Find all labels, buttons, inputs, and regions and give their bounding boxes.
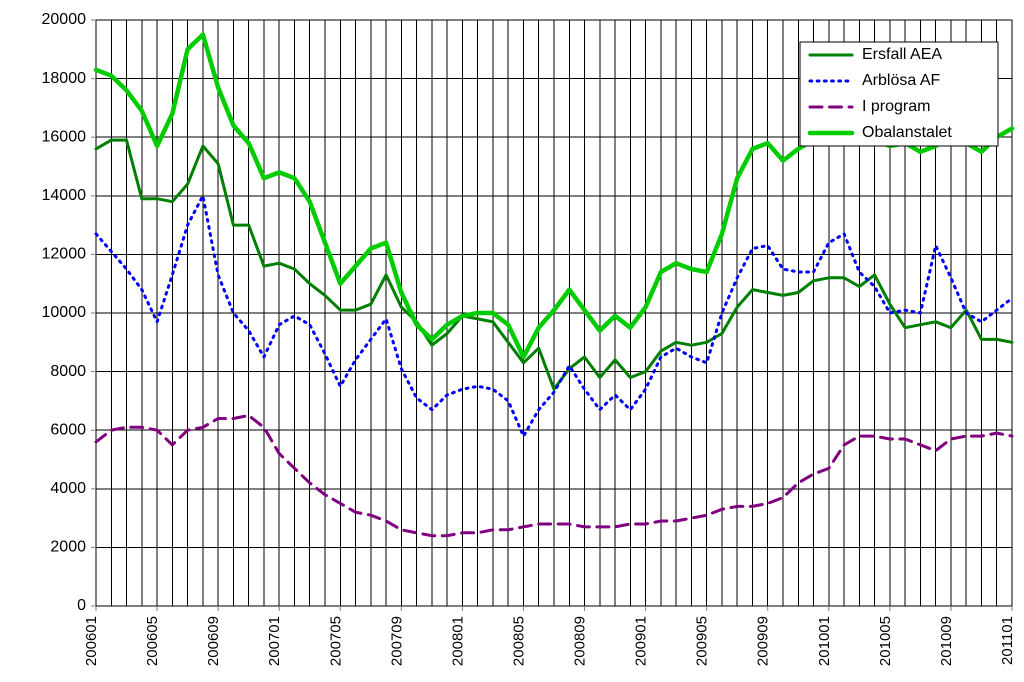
chart-svg: 0 2000 4000 6000 8000 10000 12000 14000 16000 180… xyxy=(0,0,1024,682)
x-tick-label: 200701 xyxy=(266,616,283,666)
y-tick-label: 0 xyxy=(77,597,86,614)
y-tick-label: 10000 xyxy=(42,304,87,321)
y-tick-label: 16000 xyxy=(42,128,87,145)
legend-label: Obalanstalet xyxy=(862,124,952,141)
y-tick-label: 14000 xyxy=(42,187,87,204)
x-tick-label: 200905 xyxy=(694,616,711,666)
legend-label: Ersfall AEA xyxy=(862,46,942,63)
legend-label: Arblösa AF xyxy=(862,72,940,89)
x-tick-label: 200601 xyxy=(83,616,100,666)
line-chart: 0 2000 4000 6000 8000 10000 12000 14000 16000 180… xyxy=(0,0,1024,682)
y-tick-label: 8000 xyxy=(50,363,86,380)
y-tick-label: 6000 xyxy=(50,421,86,438)
legend-label: I program xyxy=(862,98,930,115)
x-tick-label: 201001 xyxy=(816,616,833,666)
x-tick-label: 200805 xyxy=(510,616,527,666)
x-tick-label: 201101 xyxy=(999,616,1016,665)
x-tick-label: 200909 xyxy=(755,616,772,666)
x-tick-label: 200901 xyxy=(633,616,650,666)
x-tick-label: 200801 xyxy=(449,616,466,666)
x-tick-label: 200609 xyxy=(205,616,222,666)
y-tick-label: 20000 xyxy=(42,11,87,28)
x-tick-label: 200809 xyxy=(572,616,589,666)
x-tick-label: 201009 xyxy=(938,616,955,666)
x-tick-label: 201005 xyxy=(877,616,894,666)
y-tick-label: 12000 xyxy=(42,246,87,263)
x-tick-label: 200709 xyxy=(388,616,405,666)
x-tick-label: 200605 xyxy=(144,616,161,666)
y-tick-label: 2000 xyxy=(50,539,86,556)
y-tick-label: 4000 xyxy=(50,480,86,497)
y-tick-label: 18000 xyxy=(42,70,87,87)
x-tick-label: 200705 xyxy=(327,616,344,666)
